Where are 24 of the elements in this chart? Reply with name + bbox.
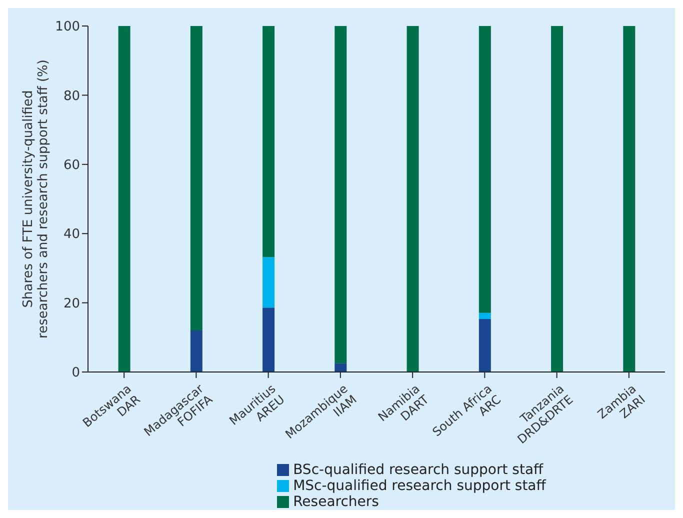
bar xyxy=(190,330,202,372)
y-tick-label: 0 xyxy=(72,366,80,381)
bar xyxy=(478,319,491,372)
bar xyxy=(334,26,347,364)
y-tick-label: 60 xyxy=(63,158,80,174)
legend-label: MSc-qualified research support staff xyxy=(293,478,546,494)
y-tick-label: 20 xyxy=(63,296,80,312)
bar xyxy=(262,308,275,372)
y-tick-label: 100 xyxy=(55,20,80,35)
bar xyxy=(262,257,275,308)
y-tick-label: 80 xyxy=(63,88,80,104)
bar xyxy=(478,312,491,320)
bar xyxy=(262,26,275,258)
legend-label: Researchers xyxy=(293,494,379,510)
bar xyxy=(334,363,347,372)
bar xyxy=(623,26,636,372)
bar xyxy=(406,26,419,372)
bar xyxy=(551,26,564,372)
y-axis-title: Shares of FTE university-qualified researchers and research support staff (%) xyxy=(21,60,51,338)
legend-label: BSc-qualified research support staff xyxy=(293,462,544,478)
bar xyxy=(190,26,202,330)
bar xyxy=(478,26,491,313)
y-tick-label: 40 xyxy=(63,227,80,242)
bar xyxy=(118,26,130,372)
